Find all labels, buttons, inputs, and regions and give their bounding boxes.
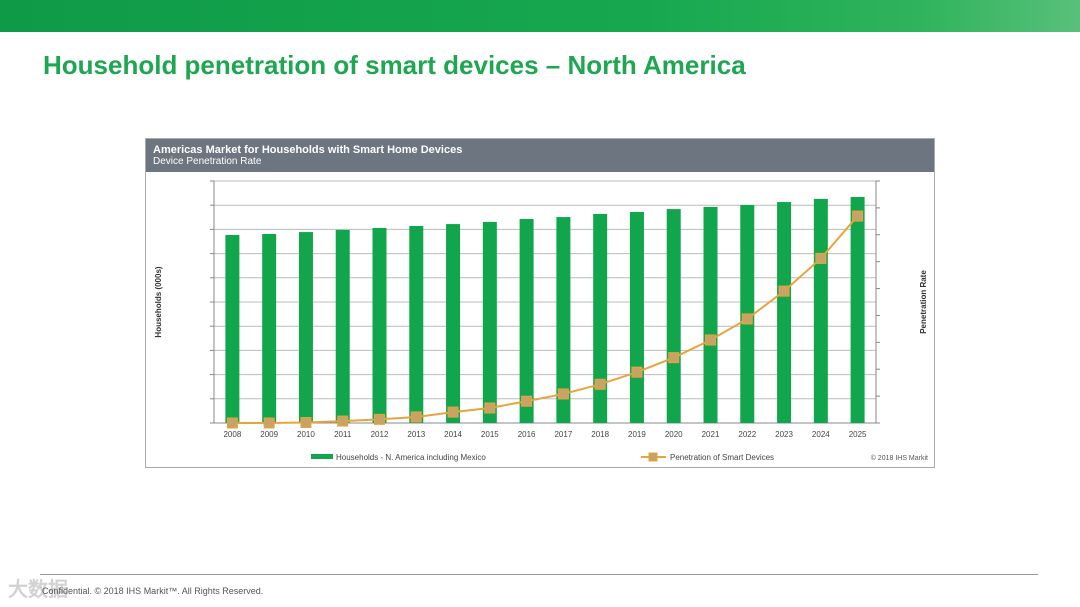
y2-axis-label: Penetration Rate <box>919 270 928 334</box>
chart-header: Americas Market for Households with Smar… <box>146 139 934 172</box>
footer-divider <box>40 574 1038 575</box>
bar <box>298 232 313 423</box>
penetration-marker <box>778 285 790 297</box>
x-tick-label: 2015 <box>481 430 499 439</box>
bar <box>225 234 240 423</box>
x-tick-label: 2018 <box>591 430 609 439</box>
penetration-marker <box>337 415 349 427</box>
x-tick-label: 2023 <box>775 430 793 439</box>
penetration-marker <box>484 402 496 414</box>
x-tick-label: 2022 <box>738 430 756 439</box>
penetration-marker <box>447 406 459 418</box>
chart-subtitle: Device Penetration Rate <box>153 156 262 167</box>
x-tick-label: 2014 <box>444 430 462 439</box>
chart-title: Americas Market for Households with Smar… <box>153 144 463 156</box>
penetration-line <box>232 215 859 424</box>
bar <box>666 209 681 423</box>
x-tick-label: 2013 <box>407 430 425 439</box>
bar <box>777 202 792 423</box>
penetration-marker <box>852 210 864 222</box>
bar <box>372 227 387 423</box>
bar <box>813 198 828 423</box>
penetration-marker <box>226 417 238 429</box>
penetration-marker <box>705 334 716 346</box>
x-tick-label: 2017 <box>554 430 572 439</box>
bar <box>629 211 644 423</box>
bar <box>556 217 571 423</box>
chart-plot: 2008 2009 2010 2011 2012 2013 2014 2015 2016 2017… <box>154 180 928 462</box>
legend-penetration: Penetration of Smart Devices <box>670 453 774 462</box>
x-tick-label: 2019 <box>628 430 646 439</box>
bar <box>593 213 608 423</box>
bar <box>703 206 718 423</box>
penetration-marker <box>300 417 312 429</box>
x-tick-label: 2010 <box>297 430 315 439</box>
footer-copyright: Confidential. © 2018 IHS Markit™. All Ri… <box>42 586 264 596</box>
x-tick-label: 2016 <box>518 430 536 439</box>
bar <box>409 226 424 423</box>
penetration-marker <box>631 366 643 378</box>
legend-line-marker <box>648 452 658 462</box>
bar <box>482 221 497 423</box>
watermark: 大数据 <box>8 579 68 601</box>
penetration-marker <box>594 378 606 390</box>
penetration-marker <box>521 395 533 407</box>
slide-title: Household penetration of smart devices –… <box>43 50 746 80</box>
chart: Americas Market for Households with Smar… <box>145 138 935 468</box>
legend-bar-swatch <box>311 454 333 459</box>
penetration-marker <box>374 413 385 425</box>
penetration-marker <box>557 388 569 400</box>
bar <box>262 233 277 423</box>
x-tick-label: 2020 <box>665 430 683 439</box>
x-tick-label: 2021 <box>702 430 720 439</box>
bar <box>446 224 461 423</box>
penetration-marker <box>668 352 680 364</box>
x-tick-label: 2012 <box>371 430 389 439</box>
bar <box>519 218 534 423</box>
penetration-marker <box>741 313 753 325</box>
x-tick-label: 2009 <box>260 430 278 439</box>
x-tick-label: 2024 <box>812 430 830 439</box>
bar <box>850 196 865 423</box>
penetration-marker <box>410 411 422 423</box>
y-axis-label: Households (000s) <box>154 266 163 337</box>
penetration-marker <box>815 252 827 264</box>
x-tick-label: 2008 <box>223 430 241 439</box>
bar <box>335 229 350 423</box>
x-tick-label: 2025 <box>849 430 867 439</box>
chart-copyright: © 2018 IHS Markit <box>871 454 928 462</box>
header-band <box>0 0 1080 32</box>
legend-households: Households - N. America including Mexico <box>336 453 486 462</box>
penetration-marker <box>263 417 275 429</box>
x-tick-label: 2011 <box>334 430 352 439</box>
